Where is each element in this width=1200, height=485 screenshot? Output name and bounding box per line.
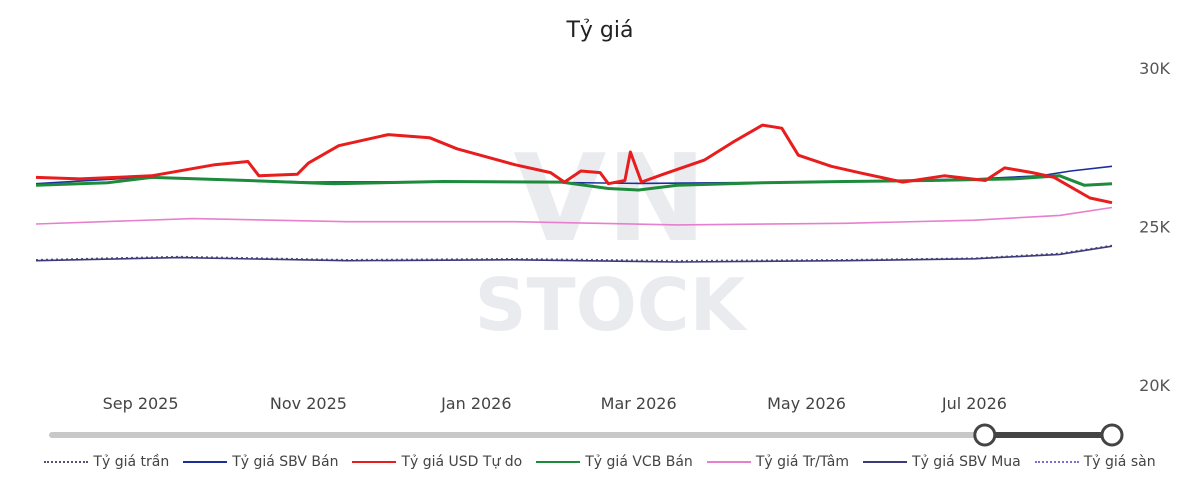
legend-label: Tỷ giá VCB Bán	[585, 454, 693, 470]
legend-item-6[interactable]: Tỷ giá sàn	[1034, 454, 1156, 470]
legend-swatch	[44, 461, 89, 463]
y-tick-label: 20K	[1139, 376, 1170, 395]
legend-item-1[interactable]: Tỷ giá SBV Bán	[183, 454, 338, 470]
legend-item-2[interactable]: Tỷ giá USD Tự do	[352, 454, 522, 470]
series-line-0	[35, 244, 1113, 262]
range-slider[interactable]	[49, 423, 1124, 447]
legend-label: Tỷ giá SBV Bán	[232, 454, 339, 470]
watermark: VN STOCK	[475, 130, 748, 347]
legend-item-4[interactable]: Tỷ giá Tr/Tâm	[706, 454, 850, 470]
series-line-5	[35, 245, 1113, 263]
series-line-4	[35, 206, 1113, 226]
svg-text:VN: VN	[513, 130, 706, 269]
x-tick-label: Jul 2026	[941, 394, 1007, 413]
chart-title: Tỷ giá	[566, 18, 634, 43]
legend-swatch	[1034, 461, 1079, 463]
legend-label: Tỷ giá SBV Mua	[912, 454, 1021, 470]
slider-handle-end[interactable]	[1100, 423, 1124, 447]
slider-handle-start[interactable]	[973, 423, 997, 447]
svg-text:STOCK: STOCK	[475, 263, 748, 347]
y-tick-label: 30K	[1139, 59, 1170, 78]
legend-label: Tỷ giá USD Tự do	[401, 454, 523, 470]
series-line-2	[35, 123, 1113, 205]
x-tick-label: May 2026	[767, 394, 846, 413]
legend-swatch	[863, 461, 908, 463]
legend-swatch	[536, 461, 581, 463]
legend-item-5[interactable]: Tỷ giá SBV Mua	[863, 454, 1021, 470]
legend-swatch	[352, 461, 397, 463]
legend-item-3[interactable]: Tỷ giá VCB Bán	[536, 454, 693, 470]
x-tick-label: Mar 2026	[601, 394, 677, 413]
x-tick-label: Sep 2025	[103, 394, 179, 413]
legend-swatch	[183, 461, 228, 463]
x-axis: Sep 2025 Nov 2025 Jan 2026 Mar 2026 May 2026…	[103, 394, 1007, 413]
series-line-3	[35, 174, 1113, 192]
legend-label: Tỷ giá trần	[93, 454, 170, 470]
x-tick-label: Jan 2026	[440, 394, 511, 413]
y-tick-label: 25K	[1139, 218, 1170, 237]
y-axis: 20K 25K 30K	[1139, 59, 1170, 395]
legend-swatch	[706, 461, 751, 463]
legend-label: Tỷ giá sàn	[1083, 454, 1156, 470]
legend-item-0[interactable]: Tỷ giá trần	[44, 454, 169, 470]
legend-label: Tỷ giá Tr/Tâm	[755, 454, 850, 470]
x-tick-label: Nov 2025	[270, 394, 347, 413]
legend: Tỷ giá trần Tỷ giá SBV Bán Tỷ giá USD Tự d…	[0, 454, 1200, 470]
series-group	[35, 123, 1113, 263]
line-chart: VN STOCK 20K 25K 30K Sep 2025 Nov 2025 Jan 2…	[35, 59, 1171, 447]
